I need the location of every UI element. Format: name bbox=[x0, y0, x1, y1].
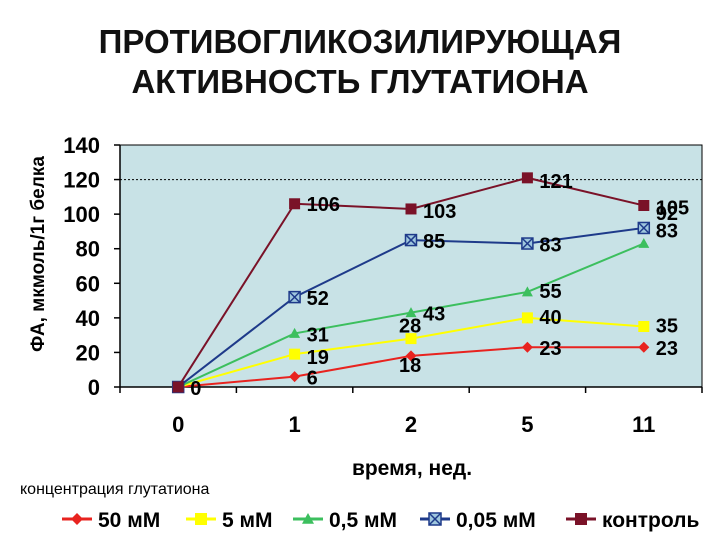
legend-swatch-marker-cross bbox=[428, 512, 442, 526]
chart-title-line-1: ПРОТИВОГЛИКОЗИЛИРУЮЩАЯ bbox=[98, 23, 622, 60]
series-point bbox=[289, 327, 301, 338]
y-tick-label: 80 bbox=[76, 237, 100, 262]
data-label: 92 bbox=[656, 203, 678, 225]
y-tick-label: 120 bbox=[63, 168, 100, 193]
series-point bbox=[405, 203, 417, 215]
data-label: 35 bbox=[656, 316, 678, 338]
legend-label: контроль bbox=[602, 509, 700, 532]
series-point bbox=[405, 350, 417, 362]
series-point bbox=[638, 341, 650, 353]
y-tick-label: 60 bbox=[76, 271, 100, 296]
series-point bbox=[521, 286, 533, 297]
y-axis-title: ФА, мкмоль/1г белка bbox=[28, 156, 49, 352]
data-label: 6 bbox=[307, 368, 318, 390]
legend-swatch-marker bbox=[575, 513, 587, 525]
legend-title: концентрация глутатиона bbox=[20, 481, 209, 498]
legend-label: 5 мМ bbox=[222, 509, 273, 532]
data-label: 18 bbox=[399, 355, 421, 377]
data-label: 83 bbox=[656, 221, 678, 243]
data-label: 40 bbox=[539, 307, 561, 329]
legend-swatch-marker bbox=[302, 513, 314, 524]
y-tick-label: 0 bbox=[88, 375, 100, 400]
y-tick-label: 100 bbox=[63, 202, 100, 227]
legend-swatch-marker bbox=[71, 513, 83, 525]
data-label: 83 bbox=[539, 235, 561, 257]
y-tick-label: 40 bbox=[76, 306, 100, 331]
chart-title: ПРОТИВОГЛИКОЗИЛИРУЮЩАЯ АКТИВНОСТЬ ГЛУТАТ… bbox=[0, 22, 720, 102]
y-tick-label: 20 bbox=[76, 340, 100, 365]
series-point bbox=[289, 371, 301, 383]
series-point bbox=[289, 348, 301, 360]
series-point bbox=[638, 200, 650, 211]
series-point bbox=[521, 341, 533, 353]
series-point bbox=[405, 333, 417, 345]
y-tick-label: 140 bbox=[63, 133, 100, 158]
data-label: 43 bbox=[423, 304, 445, 326]
data-label: 85 bbox=[423, 231, 445, 253]
data-label: 55 bbox=[539, 281, 561, 303]
series-point bbox=[521, 312, 533, 324]
x-tick-label: 2 bbox=[405, 412, 417, 437]
x-tick-label: 11 bbox=[632, 412, 655, 437]
legend-label: 0,05 мМ bbox=[456, 509, 536, 532]
x-tick-label: 1 bbox=[288, 412, 300, 437]
series-point-cross bbox=[637, 221, 650, 235]
legend-swatch-marker bbox=[195, 513, 207, 525]
data-label: 23 bbox=[539, 338, 561, 360]
series-point bbox=[172, 381, 184, 393]
data-label: 0 bbox=[190, 378, 201, 400]
legend-label: 0,5 мМ bbox=[329, 509, 397, 532]
data-label: 105 bbox=[656, 198, 689, 220]
data-label: 121 bbox=[539, 171, 572, 193]
x-axis-title: время, нед. bbox=[352, 457, 472, 480]
series-point bbox=[405, 307, 417, 318]
data-label: 31 bbox=[307, 324, 329, 346]
data-label: 106 bbox=[307, 194, 340, 216]
chart-title-line-2: АКТИВНОСТЬ ГЛУТАТИОНА bbox=[131, 63, 589, 100]
data-label: 19 bbox=[307, 347, 329, 369]
x-tick-label: 0 bbox=[172, 412, 184, 437]
series-point bbox=[638, 238, 650, 248]
series-point bbox=[638, 321, 650, 332]
x-tick-label: 5 bbox=[521, 412, 533, 437]
series-point-cross bbox=[404, 234, 418, 247]
series-point-cross bbox=[521, 237, 534, 250]
data-label: 103 bbox=[423, 201, 456, 223]
data-label: 23 bbox=[656, 338, 678, 360]
series-point-cross bbox=[288, 291, 301, 304]
series-point bbox=[521, 172, 533, 184]
series-point bbox=[289, 198, 301, 210]
data-label: 28 bbox=[399, 316, 421, 338]
legend-label: 50 мМ bbox=[98, 509, 160, 532]
data-label: 52 bbox=[307, 288, 329, 310]
